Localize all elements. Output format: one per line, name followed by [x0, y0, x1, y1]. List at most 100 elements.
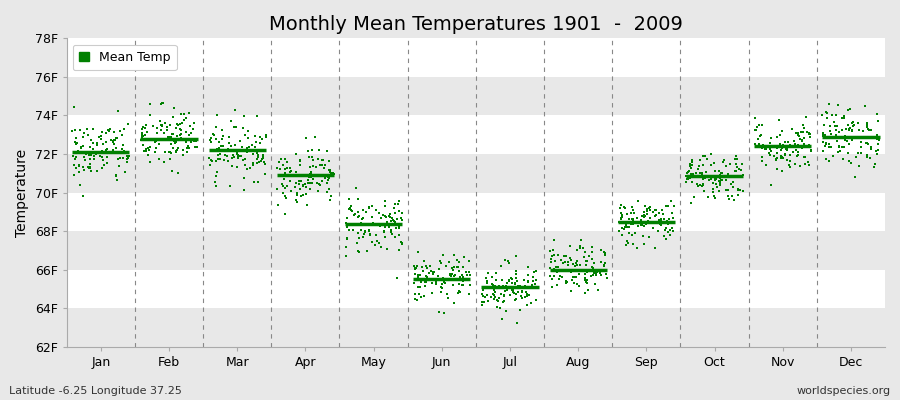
Point: [134, 137, 148, 144]
Point: [375, 212, 390, 219]
Point: [504, 284, 518, 290]
Point: [638, 219, 652, 225]
Point: [508, 296, 523, 302]
Point: [598, 260, 612, 266]
Point: [211, 156, 225, 162]
Point: [135, 130, 149, 136]
Point: [322, 186, 337, 192]
Point: [842, 122, 856, 129]
Point: [698, 168, 713, 175]
Point: [383, 214, 398, 220]
Bar: [67, 154, 885, 193]
Point: [306, 163, 320, 170]
Point: [585, 249, 599, 255]
Point: [770, 145, 785, 152]
Point: [520, 290, 535, 297]
Point: [377, 229, 392, 236]
Point: [211, 152, 225, 158]
Point: [710, 184, 724, 191]
Point: [845, 123, 859, 130]
Point: [696, 162, 710, 168]
Point: [730, 156, 744, 162]
Point: [721, 187, 735, 193]
Point: [731, 192, 745, 198]
Point: [364, 214, 379, 220]
Point: [640, 211, 654, 217]
Point: [377, 224, 392, 230]
Bar: [67, 193, 885, 231]
Point: [154, 127, 168, 133]
Point: [689, 170, 704, 176]
Point: [842, 126, 856, 133]
Point: [450, 257, 464, 263]
Point: [612, 219, 626, 226]
Point: [204, 158, 219, 165]
Point: [819, 141, 833, 148]
Point: [121, 158, 135, 165]
Point: [828, 123, 842, 129]
Point: [543, 248, 557, 254]
Point: [351, 249, 365, 256]
Point: [174, 130, 188, 137]
Point: [392, 232, 407, 238]
Point: [795, 129, 809, 136]
Point: [230, 164, 244, 170]
Point: [433, 258, 447, 264]
Point: [434, 275, 448, 282]
Point: [182, 132, 196, 138]
Point: [424, 267, 438, 274]
Point: [392, 208, 406, 214]
Point: [584, 243, 598, 250]
Point: [438, 280, 453, 287]
Point: [576, 245, 590, 251]
Point: [645, 225, 660, 231]
Point: [303, 163, 318, 170]
Point: [699, 156, 714, 162]
Point: [625, 204, 639, 210]
Point: [230, 155, 245, 162]
Point: [786, 148, 800, 155]
Point: [212, 145, 226, 152]
Point: [84, 168, 98, 174]
Point: [120, 153, 134, 160]
Point: [342, 196, 356, 203]
Point: [457, 254, 472, 260]
Text: worldspecies.org: worldspecies.org: [796, 386, 891, 396]
Point: [239, 166, 254, 172]
Point: [171, 170, 185, 177]
Point: [388, 201, 402, 208]
Point: [654, 216, 669, 222]
Point: [573, 236, 588, 243]
Point: [870, 136, 885, 142]
Point: [489, 269, 503, 276]
Point: [382, 211, 397, 218]
Point: [412, 291, 427, 298]
Point: [355, 219, 369, 226]
Point: [612, 228, 626, 234]
Point: [341, 227, 356, 233]
Point: [571, 262, 585, 269]
Point: [854, 150, 868, 156]
Point: [305, 180, 320, 186]
Point: [68, 156, 82, 162]
Point: [846, 122, 860, 128]
Point: [617, 226, 632, 232]
Point: [350, 248, 365, 255]
Point: [511, 283, 526, 290]
Point: [484, 281, 499, 287]
Point: [303, 169, 318, 176]
Point: [378, 234, 392, 241]
Point: [655, 218, 670, 225]
Point: [573, 262, 588, 268]
Point: [300, 183, 314, 190]
Point: [626, 241, 640, 248]
Point: [823, 141, 837, 147]
Point: [212, 144, 226, 151]
Point: [213, 143, 228, 150]
Point: [233, 138, 248, 144]
Point: [783, 152, 797, 158]
Point: [527, 281, 542, 288]
Point: [584, 263, 598, 270]
Point: [160, 127, 175, 134]
Point: [209, 183, 223, 190]
